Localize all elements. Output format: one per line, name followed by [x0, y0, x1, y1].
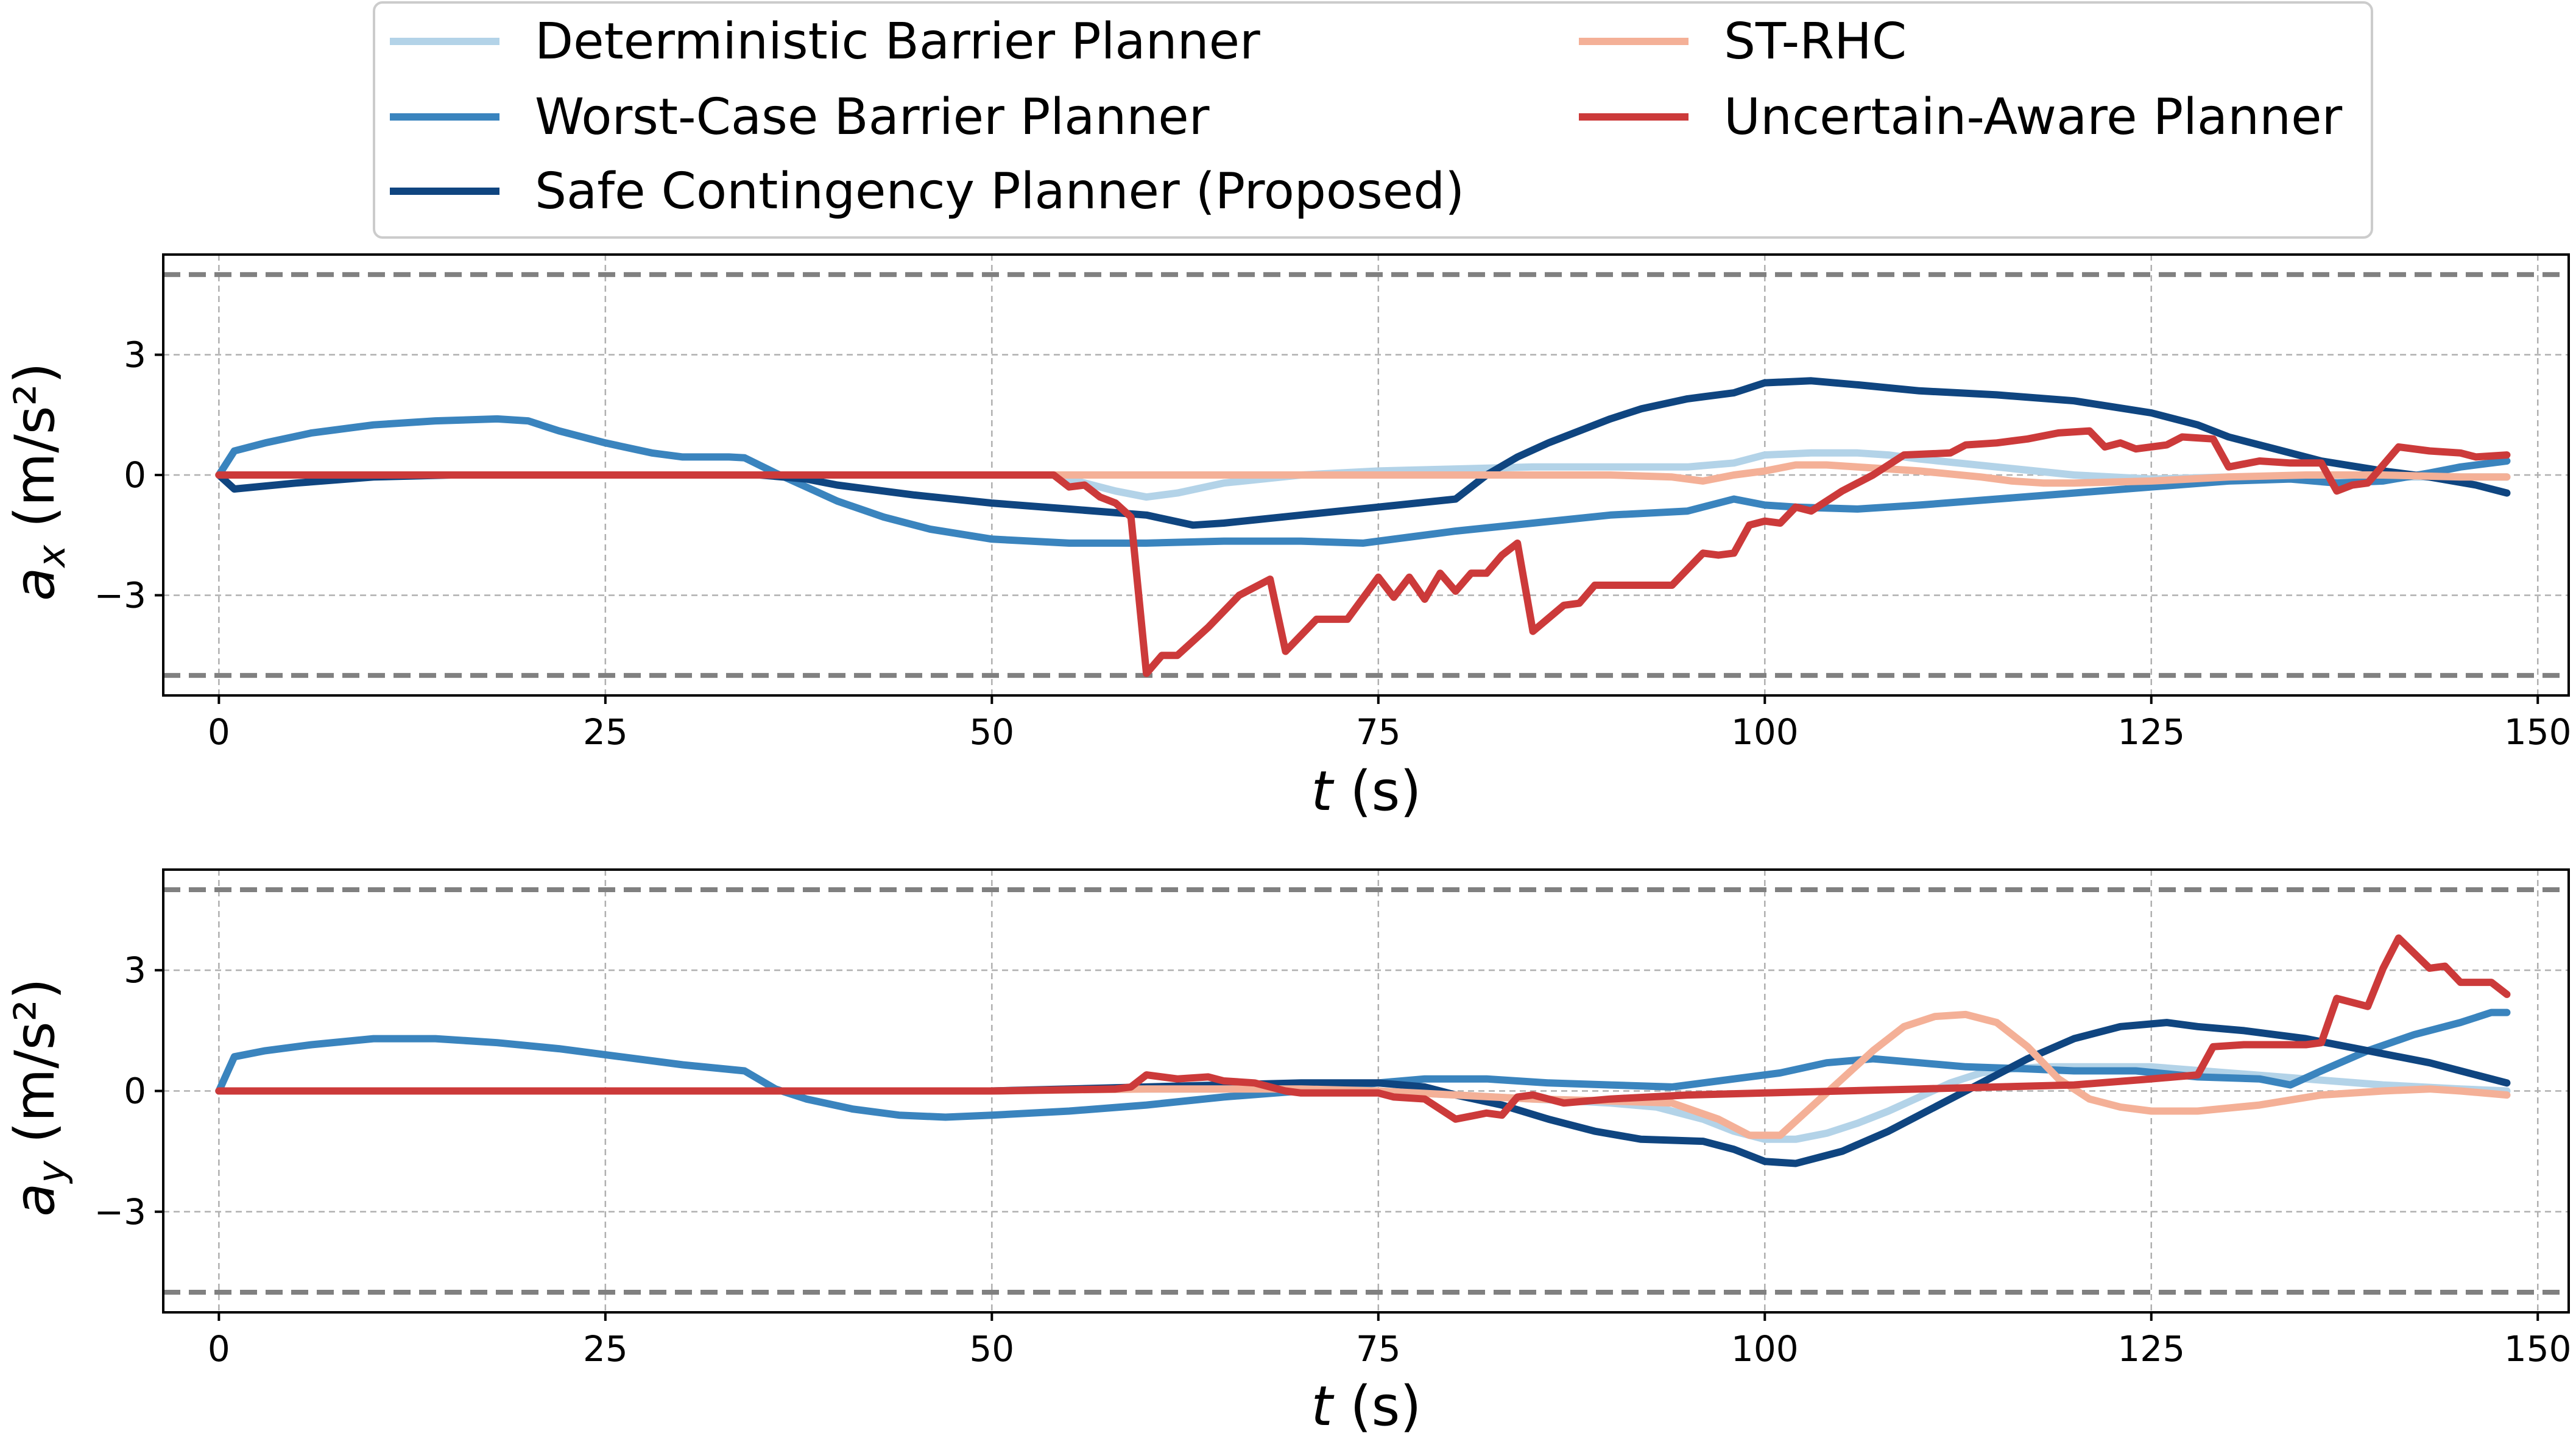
x-tick-label: 75 [1356, 1328, 1401, 1370]
x-tick-label: 75 [1356, 711, 1401, 753]
series-line [215, 415, 2511, 547]
x-tick-label: 125 [2117, 711, 2185, 753]
legend-label: Safe Contingency Planner (Proposed) [535, 163, 1464, 220]
legend-entry: Uncertain-Aware Planner [1579, 88, 2343, 146]
series-line [215, 1019, 2511, 1167]
chart-plot-area: 0 25 50 75 100 125 150 −3 0 3 [94, 253, 2572, 753]
legend-entry: Deterministic Barrier Planner [390, 13, 1260, 71]
x-tick-label: 50 [969, 711, 1014, 753]
y-tick-label: 3 [124, 949, 146, 991]
y-tick-label: 0 [124, 1071, 146, 1112]
chart-plot-area: 0 25 50 75 100 125 150 −3 0 3 [94, 868, 2572, 1370]
x-tick-label: 100 [1731, 1328, 1799, 1370]
chart-ax: 0 25 50 75 100 125 150 −3 0 3 ax (m/s²) t (s) [3, 253, 2572, 823]
legend-label: Deterministic Barrier Planner [535, 13, 1260, 71]
legend-entry: ST-RHC [1579, 13, 1907, 71]
legend-label: Uncertain-Aware Planner [1724, 88, 2343, 146]
x-tick-label: 25 [583, 1328, 628, 1370]
x-tick-label: 25 [583, 711, 628, 753]
x-axis-label: t (s) [1311, 1374, 1421, 1438]
y-axis-label: ax (m/s²) [3, 362, 74, 601]
series-line [215, 427, 2511, 677]
y-tick-label: 3 [124, 334, 146, 376]
series-line [215, 1010, 2511, 1139]
x-tick-label: 125 [2117, 1328, 2185, 1370]
x-tick-label: 150 [2504, 711, 2572, 753]
series-line [215, 461, 2511, 487]
series-line [215, 1008, 2511, 1121]
chart-ay: 0 25 50 75 100 125 150 −3 0 3 ay (m/s²) t (s) [3, 868, 2572, 1438]
legend: Deterministic Barrier Planner Worst-Case… [373, 1, 2373, 239]
x-axis-label: t (s) [1311, 759, 1421, 823]
series-line [215, 934, 2511, 1123]
y-tick-label: −3 [94, 574, 147, 616]
x-tick-label: 50 [969, 1328, 1014, 1370]
y-axis-label: ay (m/s²) [3, 978, 74, 1217]
x-tick-label: 100 [1731, 711, 1799, 753]
legend-entry: Worst-Case Barrier Planner [390, 88, 1210, 146]
y-tick-label: −3 [94, 1191, 147, 1233]
y-tick-label: 0 [124, 454, 146, 496]
legend-label: Worst-Case Barrier Planner [535, 88, 1210, 146]
x-tick-label: 0 [208, 711, 230, 753]
legend-entry: Safe Contingency Planner (Proposed) [390, 163, 1464, 220]
legend-label: ST-RHC [1724, 13, 1907, 71]
x-tick-label: 0 [208, 1328, 230, 1370]
legend-frame [373, 1, 2373, 239]
x-tick-label: 150 [2504, 1328, 2572, 1370]
